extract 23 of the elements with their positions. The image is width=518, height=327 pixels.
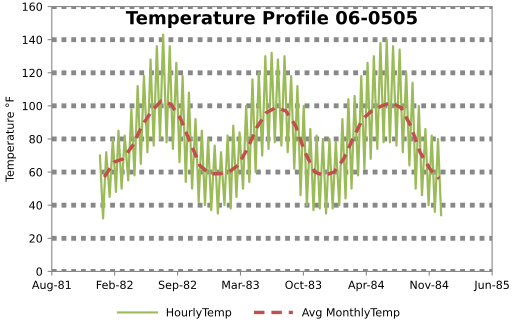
x-tick-label: Aug-81 (32, 280, 71, 292)
x-tick-label: Nov-84 (410, 280, 448, 290)
y-tick-label: 60 (29, 168, 42, 176)
x-tick-label: Jun-85 (474, 280, 509, 292)
y-tick-label: 160 (22, 2, 42, 11)
legend-label: HourlyTemp (166, 308, 232, 319)
y-tick-label: 120 (22, 68, 42, 78)
y-tick-label: 80 (29, 134, 42, 144)
x-tick-label: Feb-82 (96, 280, 132, 290)
legend-label: Avg MonthlyTemp (302, 308, 400, 319)
y-tick-label: 100 (22, 102, 42, 110)
y-axis-title: Temperature °F (5, 96, 16, 182)
y-tick-label: 20 (29, 234, 42, 243)
y-tick-label: 40 (29, 201, 42, 210)
x-tick-label: Oct-83 (285, 280, 322, 290)
chart-title: Temperature Profile 06-0505 (126, 10, 417, 28)
x-tick-label: Apr-84 (348, 280, 384, 292)
x-tick-label: Sep-82 (158, 280, 196, 292)
line-series (98, 34, 442, 220)
line-series (102, 99, 441, 180)
y-tick-label: 140 (22, 36, 42, 44)
y-tick-label: 0 (36, 267, 42, 276)
x-tick-label: Mar-83 (222, 280, 259, 290)
